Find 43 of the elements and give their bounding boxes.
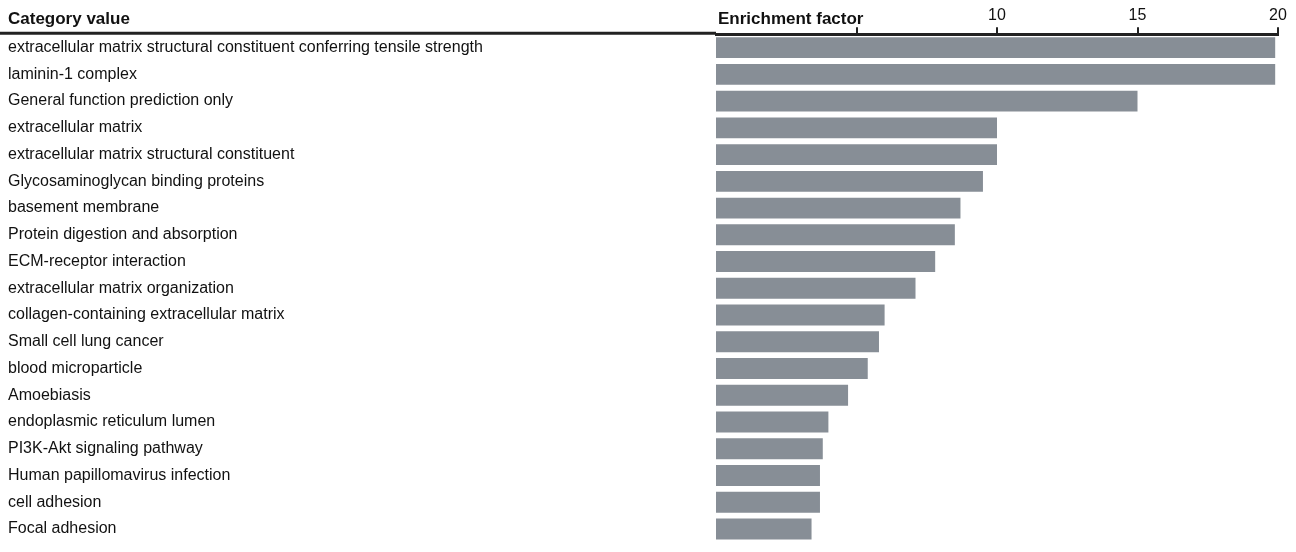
bar [716, 411, 829, 433]
x2-axis-title: Enrichment factor [718, 9, 864, 29]
bar [716, 251, 936, 272]
bar [716, 304, 885, 326]
x2-tick-label: 15 [1128, 6, 1147, 24]
bar [716, 358, 868, 379]
bar [716, 117, 997, 139]
y-tick-label: General function prediction only [8, 91, 234, 109]
bar [716, 277, 916, 299]
bar [716, 63, 1276, 85]
y-tick-label: Protein digestion and absorption [8, 225, 238, 243]
y-tick-label: basement membrane [8, 198, 160, 216]
y-tick-label: cell adhesion [8, 492, 102, 510]
y-tick-label: Amoebiasis [8, 385, 91, 403]
bar [716, 37, 1276, 59]
y-tick-label: Small cell lung cancer [8, 332, 165, 350]
y-tick-label: endoplasmic reticulum lumen [8, 412, 216, 430]
y-tick-label: extracellular matrix structural constituent [8, 144, 295, 162]
bar [716, 90, 1138, 112]
y-tick-label: extracellular matrix [8, 118, 143, 136]
bar [716, 438, 823, 460]
bar [716, 384, 849, 406]
y-tick-label: ECM-receptor interaction [8, 251, 186, 269]
bar [716, 224, 955, 246]
y-tick-label: blood microparticle [8, 358, 143, 376]
y-tick-label: collagen-containing extracellular matrix [8, 305, 285, 323]
bar [716, 331, 879, 353]
y-tick-label: Human papillomavirus infection [8, 465, 231, 483]
y-tick-label: extracellular matrix organization [8, 278, 234, 296]
bar [716, 518, 812, 540]
bar [716, 197, 961, 219]
bar [716, 491, 820, 513]
bar [716, 144, 997, 165]
y-tick-label: PI3K-Akt signaling pathway [8, 439, 203, 457]
bar [716, 465, 820, 486]
y-tick-label: Focal adhesion [8, 519, 117, 537]
x2-tick-label: 20 [1269, 6, 1287, 24]
x2-tick-label: 10 [988, 6, 1006, 24]
y-tick-label: extracellular matrix structural constituent conferring tensile strength [8, 37, 483, 55]
bar [716, 170, 983, 192]
y-axis-title: Category value [8, 9, 130, 29]
y-tick-label: Glycosaminoglycan binding proteins [8, 171, 265, 189]
y-tick-label: laminin-1 complex [8, 64, 137, 82]
